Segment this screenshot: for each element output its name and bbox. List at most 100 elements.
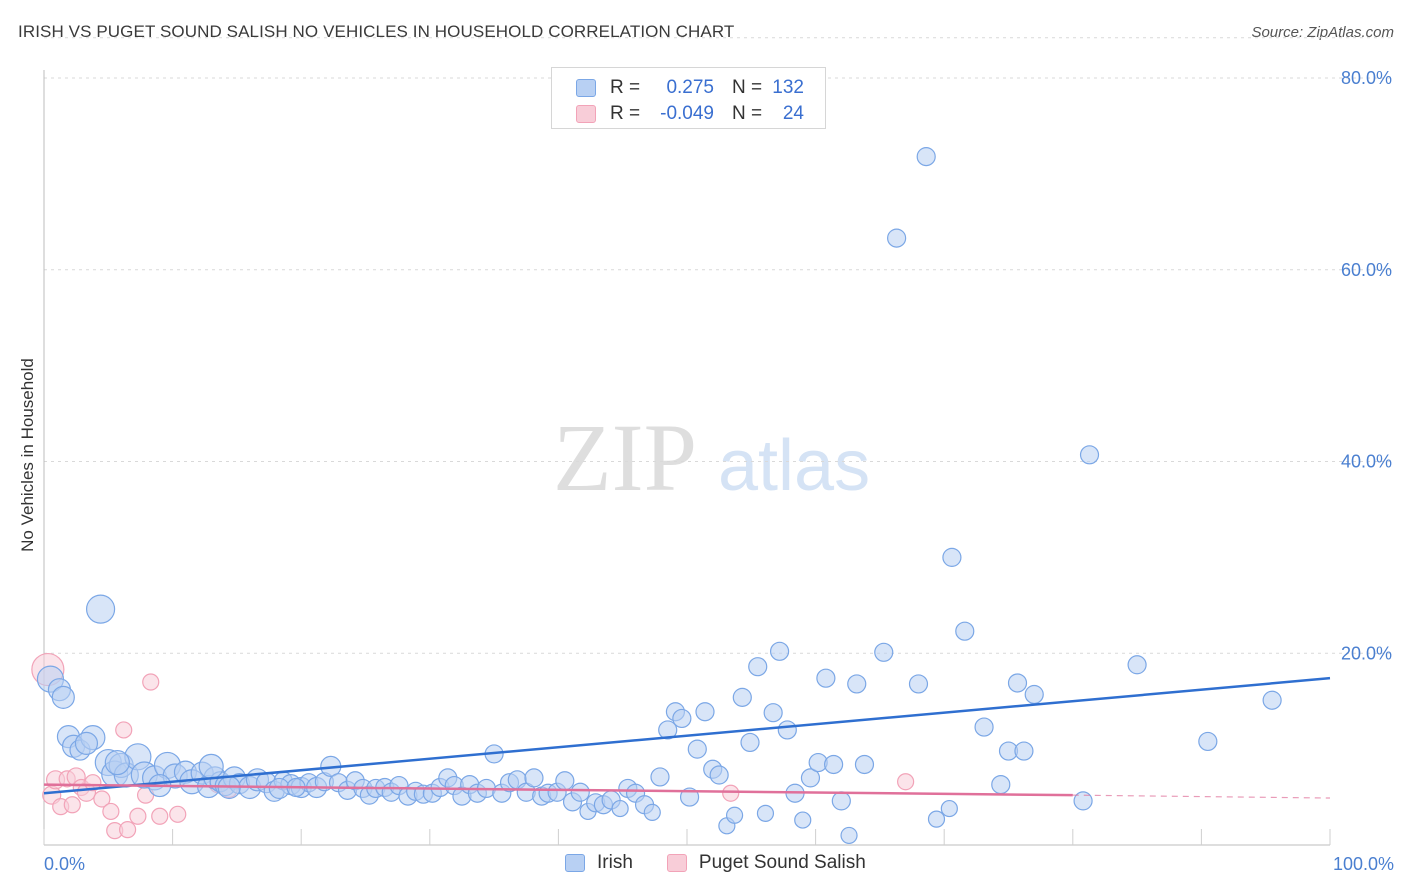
point-irish xyxy=(748,657,768,677)
chart-title: IRISH VS PUGET SOUND SALISH NO VEHICLES … xyxy=(18,22,735,41)
watermark: ZIP atlas xyxy=(553,404,870,511)
point-irish xyxy=(725,806,744,824)
watermark-zip: ZIP xyxy=(553,404,697,511)
point-irish xyxy=(1079,445,1100,465)
trend-line-puget-sound-salish xyxy=(43,783,1073,797)
trend-lines xyxy=(43,676,1331,799)
y-tick-label: 60.0% xyxy=(1341,260,1392,280)
y-tick-label: 20.0% xyxy=(1341,643,1392,663)
point-irish xyxy=(824,754,844,775)
series-legend: Irish Puget Sound Salish xyxy=(565,852,900,874)
point-irish xyxy=(908,674,929,694)
point-irish xyxy=(268,777,290,800)
point-irish xyxy=(1127,655,1147,675)
point-irish xyxy=(643,803,661,822)
point-puget-sound-salish xyxy=(63,796,81,814)
point-irish xyxy=(756,804,775,822)
point-irish xyxy=(974,717,994,737)
point-puget-sound-salish xyxy=(897,773,915,791)
point-irish xyxy=(611,799,629,818)
point-irish xyxy=(85,594,116,624)
y-ticks: 20.0% 40.0% 60.0% 80.0% xyxy=(1341,68,1392,663)
legend-n-label: N = xyxy=(732,103,763,124)
point-irish xyxy=(198,753,224,779)
point-irish xyxy=(927,810,946,828)
legend-r-label: R = xyxy=(610,77,641,98)
grid xyxy=(44,37,1392,654)
point-irish xyxy=(524,768,544,788)
trend-line-extension xyxy=(1072,794,1331,799)
legend-r-value: -0.049 xyxy=(660,103,714,124)
x-tick-label: 100.0% xyxy=(1333,854,1394,874)
point-puget-sound-salish xyxy=(118,821,137,839)
series-label-puget-sound-salish: Puget Sound Salish xyxy=(698,852,866,873)
legend-row-irish: R = 0.275 N = 132 xyxy=(576,76,804,100)
point-irish xyxy=(816,668,836,688)
point-irish xyxy=(51,685,75,709)
point-irish xyxy=(916,147,936,167)
point-puget-sound-salish xyxy=(129,807,147,825)
point-irish xyxy=(687,739,707,759)
point-irish xyxy=(1198,731,1218,752)
axes xyxy=(43,70,1331,846)
legend-r-value: 0.275 xyxy=(666,77,714,98)
point-irish xyxy=(709,765,729,785)
point-puget-sound-salish xyxy=(142,673,160,691)
point-irish xyxy=(1024,684,1044,705)
points-puget-sound-salish xyxy=(31,652,915,840)
point-irish xyxy=(955,621,975,641)
watermark-atlas: atlas xyxy=(718,426,870,506)
point-irish xyxy=(794,811,812,829)
series-legend-irish: Irish xyxy=(565,852,633,874)
point-irish xyxy=(769,641,790,661)
point-irish xyxy=(695,702,715,722)
point-puget-sound-salish xyxy=(115,721,133,739)
legend-n-value: 24 xyxy=(782,103,804,124)
point-irish xyxy=(847,674,867,694)
point-irish xyxy=(887,228,907,248)
legend-swatch-irish xyxy=(576,79,596,97)
point-irish xyxy=(854,754,875,775)
correlation-legend: R = 0.275 N = 132 R = -0.049 N = 24 xyxy=(551,67,826,129)
series-legend-puget-sound-salish: Puget Sound Salish xyxy=(666,852,866,874)
point-irish xyxy=(1007,673,1028,693)
point-puget-sound-salish xyxy=(93,790,111,808)
point-irish xyxy=(570,782,590,802)
point-irish xyxy=(942,547,962,567)
point-irish xyxy=(1262,690,1282,710)
point-irish xyxy=(658,720,678,740)
legend-r-label: R = xyxy=(610,103,641,124)
point-irish xyxy=(991,774,1011,795)
y-tick-label: 80.0% xyxy=(1341,68,1392,88)
legend-swatch-puget-sound-salish xyxy=(576,105,596,123)
point-irish xyxy=(1014,741,1034,761)
point-irish xyxy=(940,799,958,818)
x-tick-label: 0.0% xyxy=(44,854,85,874)
legend-n-value: 132 xyxy=(772,77,804,98)
series-label-irish: Irish xyxy=(597,852,633,873)
y-tick-label: 40.0% xyxy=(1341,452,1392,472)
legend-row-puget-sound-salish: R = -0.049 N = 24 xyxy=(576,102,804,126)
point-irish xyxy=(1073,791,1093,811)
trend-line-irish xyxy=(43,676,1331,795)
series-swatch-puget-sound-salish xyxy=(666,854,687,872)
point-irish xyxy=(831,791,851,811)
point-irish xyxy=(650,767,670,787)
point-puget-sound-salish xyxy=(102,802,120,821)
point-puget-sound-salish xyxy=(169,805,187,823)
point-puget-sound-salish xyxy=(151,807,169,825)
point-puget-sound-salish xyxy=(722,784,740,802)
point-irish xyxy=(732,687,752,707)
point-irish xyxy=(679,787,700,807)
point-irish xyxy=(104,749,130,776)
series-swatch-irish xyxy=(565,854,585,872)
point-irish xyxy=(74,731,99,755)
point-irish xyxy=(874,642,894,662)
point-irish xyxy=(763,703,783,723)
x-ticks: 0.0% 100.0% xyxy=(44,854,1394,874)
point-irish xyxy=(777,720,797,740)
point-irish xyxy=(672,708,692,729)
point-irish xyxy=(800,768,821,788)
point-irish xyxy=(555,771,575,791)
